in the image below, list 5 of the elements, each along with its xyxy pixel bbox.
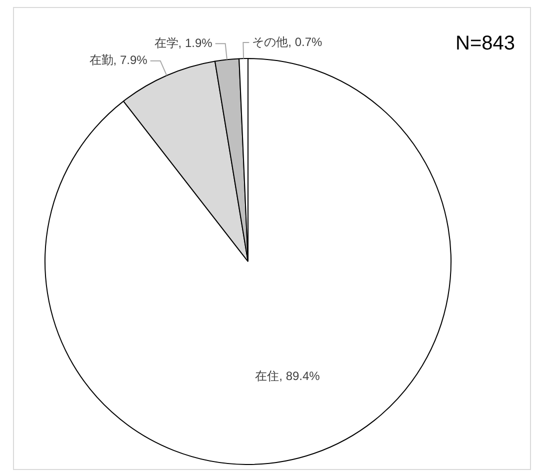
slice-label: 在勤, 7.9%: [89, 53, 148, 68]
slice-label: 在住, 89.4%: [255, 369, 320, 384]
slice-label: 在学, 1.9%: [154, 36, 213, 50]
slice-label: その他, 0.7%: [252, 34, 323, 49]
text: N=843: [456, 32, 515, 55]
